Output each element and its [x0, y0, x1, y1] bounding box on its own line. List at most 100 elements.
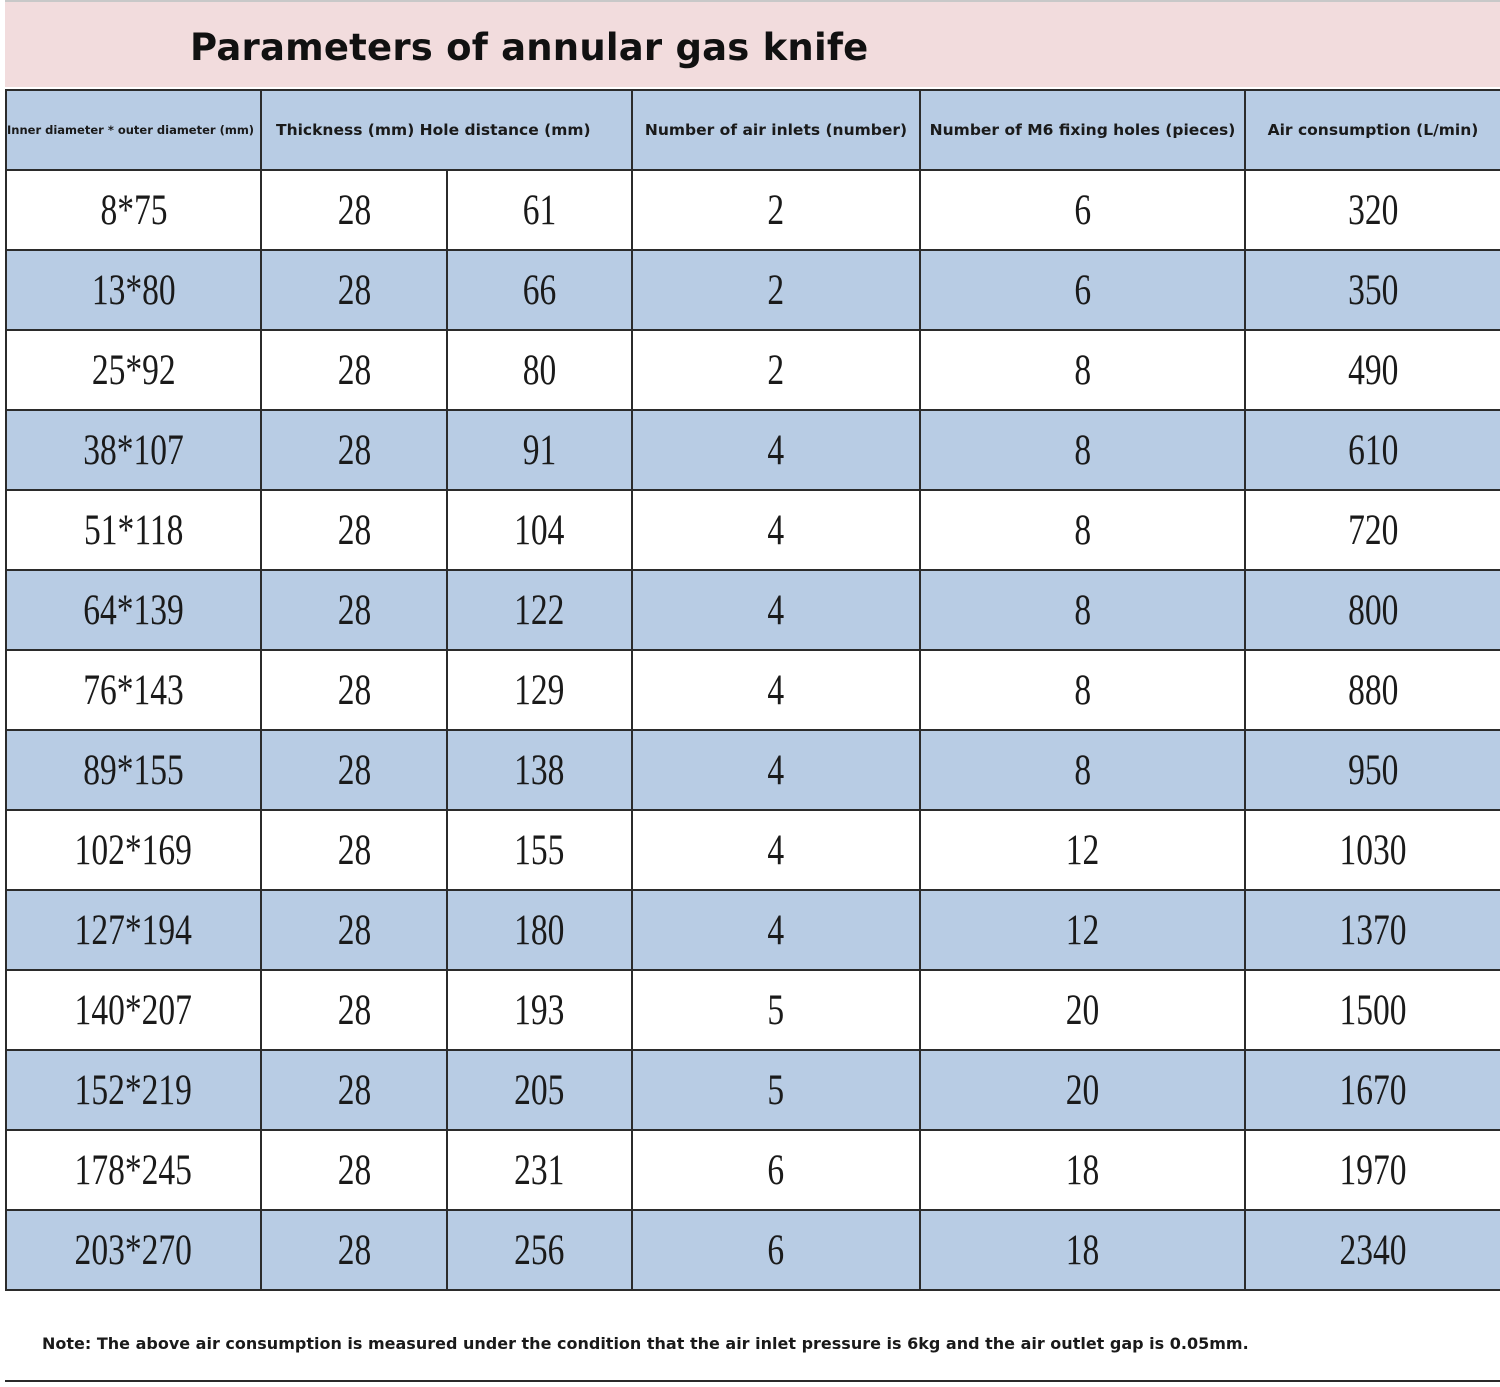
cell-thickness-value: 28 [337, 586, 371, 634]
cell-fixing-holes: 6 [919, 169, 1246, 251]
cell-air-inlets: 6 [631, 1209, 921, 1291]
cell-air-consumption: 800 [1244, 569, 1500, 651]
cell-air-consumption: 1670 [1244, 1049, 1500, 1131]
cell-fixing-holes-value: 12 [1065, 906, 1100, 954]
cell-hole-distance: 205 [446, 1049, 633, 1131]
cell-thickness: 28 [260, 1209, 448, 1291]
cell-fixing-holes-value: 12 [1065, 826, 1100, 874]
cell-fixing-holes: 8 [919, 329, 1246, 411]
cell-fixing-holes: 20 [919, 969, 1246, 1051]
cell-air-inlets: 4 [631, 569, 921, 651]
cell-air-consumption: 1970 [1244, 1129, 1500, 1211]
cell-hole-distance-value: 138 [514, 746, 565, 794]
cell-air-consumption: 490 [1244, 329, 1500, 411]
cell-air-inlets: 5 [631, 969, 921, 1051]
cell-fixing-holes: 12 [919, 889, 1246, 971]
table-row: 102*169 28 155 4 12 1030 [5, 809, 1500, 891]
cell-thickness: 28 [260, 889, 448, 971]
cell-hole-distance: 256 [446, 1209, 633, 1291]
cell-air-consumption-value: 880 [1347, 666, 1399, 714]
cell-thickness: 28 [260, 569, 448, 651]
cell-fixing-holes-value: 20 [1065, 1066, 1100, 1114]
cell-hole-distance: 155 [446, 809, 633, 891]
cell-diameter: 13*80 [5, 249, 262, 331]
cell-diameter-value: 127*194 [74, 906, 193, 954]
cell-thickness-value: 28 [337, 666, 371, 714]
cell-thickness-value: 28 [337, 1066, 371, 1114]
cell-air-inlets-value: 2 [767, 346, 785, 394]
table-body: 8*75 28 61 2 6 320 13*80 28 66 2 6 350 25*92 28 80 2 8 49… [5, 169, 1500, 1291]
cell-fixing-holes: 8 [919, 489, 1246, 571]
cell-air-consumption: 2340 [1244, 1209, 1500, 1291]
cell-fixing-holes-value: 18 [1065, 1226, 1100, 1274]
cell-air-consumption: 1030 [1244, 809, 1500, 891]
cell-air-inlets: 4 [631, 729, 921, 811]
cell-thickness: 28 [260, 249, 448, 331]
table-row: 140*207 28 193 5 20 1500 [5, 969, 1500, 1051]
cell-thickness: 28 [260, 329, 448, 411]
cell-air-consumption: 1500 [1244, 969, 1500, 1051]
cell-hole-distance-value: 91 [522, 426, 557, 474]
cell-air-inlets: 4 [631, 889, 921, 971]
cell-diameter: 8*75 [5, 169, 262, 251]
cell-air-consumption: 1370 [1244, 889, 1500, 971]
cell-air-inlets: 2 [631, 169, 921, 251]
cell-air-consumption-value: 1370 [1339, 906, 1407, 954]
cell-air-consumption-value: 320 [1347, 186, 1399, 234]
cell-diameter: 140*207 [5, 969, 262, 1051]
cell-air-inlets-value: 4 [767, 506, 785, 554]
cell-air-consumption-value: 490 [1347, 346, 1399, 394]
cell-hole-distance: 180 [446, 889, 633, 971]
cell-air-consumption-value: 1670 [1339, 1066, 1407, 1114]
cell-thickness-value: 28 [337, 1226, 371, 1274]
table-row: 152*219 28 205 5 20 1670 [5, 1049, 1500, 1131]
header-air-consumption: Air consumption (L/min) [1244, 89, 1500, 171]
header-thickness-hole-distance: Thickness (mm) Hole distance (mm) [260, 89, 633, 171]
cell-thickness: 28 [260, 169, 448, 251]
cell-air-inlets-value: 4 [767, 746, 785, 794]
cell-hole-distance-value: 231 [514, 1146, 565, 1194]
table-row: 8*75 28 61 2 6 320 [5, 169, 1500, 251]
cell-hole-distance-value: 129 [514, 666, 565, 714]
cell-fixing-holes: 18 [919, 1129, 1246, 1211]
cell-air-inlets-value: 5 [767, 986, 785, 1034]
cell-air-consumption: 720 [1244, 489, 1500, 571]
table-row: 178*245 28 231 6 18 1970 [5, 1129, 1500, 1211]
cell-air-inlets-value: 6 [767, 1146, 785, 1194]
cell-air-inlets-value: 5 [767, 1066, 785, 1114]
cell-air-inlets: 4 [631, 649, 921, 731]
parameters-table: Inner diameter * outer diameter (mm) Thi… [5, 89, 1500, 1291]
cell-diameter-value: 203*270 [74, 1226, 193, 1274]
cell-air-inlets-value: 4 [767, 586, 785, 634]
cell-hole-distance-value: 80 [522, 346, 557, 394]
cell-fixing-holes: 8 [919, 729, 1246, 811]
cell-hole-distance: 66 [446, 249, 633, 331]
cell-air-inlets-value: 4 [767, 666, 785, 714]
cell-diameter: 152*219 [5, 1049, 262, 1131]
table-header-row: Inner diameter * outer diameter (mm) Thi… [5, 89, 1500, 171]
table-row: 203*270 28 256 6 18 2340 [5, 1209, 1500, 1291]
cell-thickness: 28 [260, 969, 448, 1051]
cell-air-consumption-value: 1970 [1339, 1146, 1407, 1194]
cell-diameter-value: 13*80 [91, 266, 176, 314]
cell-air-inlets: 6 [631, 1129, 921, 1211]
cell-diameter: 89*155 [5, 729, 262, 811]
cell-air-inlets: 4 [631, 809, 921, 891]
cell-thickness: 28 [260, 1049, 448, 1131]
cell-hole-distance: 61 [446, 169, 633, 251]
cell-fixing-holes: 8 [919, 649, 1246, 731]
cell-diameter: 178*245 [5, 1129, 262, 1211]
cell-diameter-value: 38*107 [83, 426, 184, 474]
cell-fixing-holes: 20 [919, 1049, 1246, 1131]
page-title: Parameters of annular gas knife [190, 26, 869, 69]
cell-thickness-value: 28 [337, 1146, 371, 1194]
cell-air-inlets: 2 [631, 249, 921, 331]
cell-thickness: 28 [260, 649, 448, 731]
cell-hole-distance-value: 205 [514, 1066, 565, 1114]
cell-air-consumption: 610 [1244, 409, 1500, 491]
cell-hole-distance: 122 [446, 569, 633, 651]
cell-fixing-holes-value: 8 [1074, 426, 1091, 474]
cell-diameter-value: 51*118 [83, 506, 184, 554]
cell-air-consumption-value: 1500 [1339, 986, 1407, 1034]
cell-air-inlets: 2 [631, 329, 921, 411]
